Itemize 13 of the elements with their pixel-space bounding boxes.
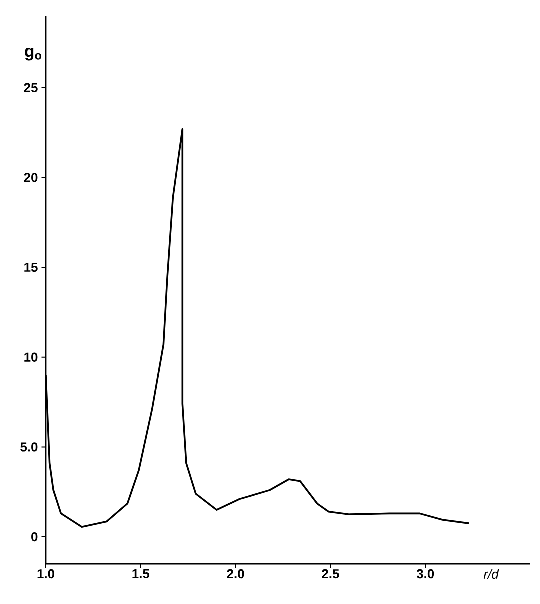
y-tick-label: 0 xyxy=(32,532,38,542)
y-tick-label: 20 xyxy=(24,173,38,182)
x-tick-label: 1.0 xyxy=(38,569,54,579)
x-tick-label: 2.0 xyxy=(227,569,244,579)
y-tick-label: 25 xyxy=(24,83,38,92)
y-axis-title: g$_{o}$ xyxy=(25,48,42,61)
y-tick-label: 5.0 xyxy=(20,442,38,452)
x-tick-label: 2.5 xyxy=(322,569,340,579)
x-tick-label: 3.0 xyxy=(416,569,434,579)
x-axis-title: r/d xyxy=(484,570,500,580)
y-tick-label: 15 xyxy=(24,263,38,272)
y-tick-label: 10 xyxy=(24,352,38,362)
x-tick-label: 1.5 xyxy=(132,569,150,578)
